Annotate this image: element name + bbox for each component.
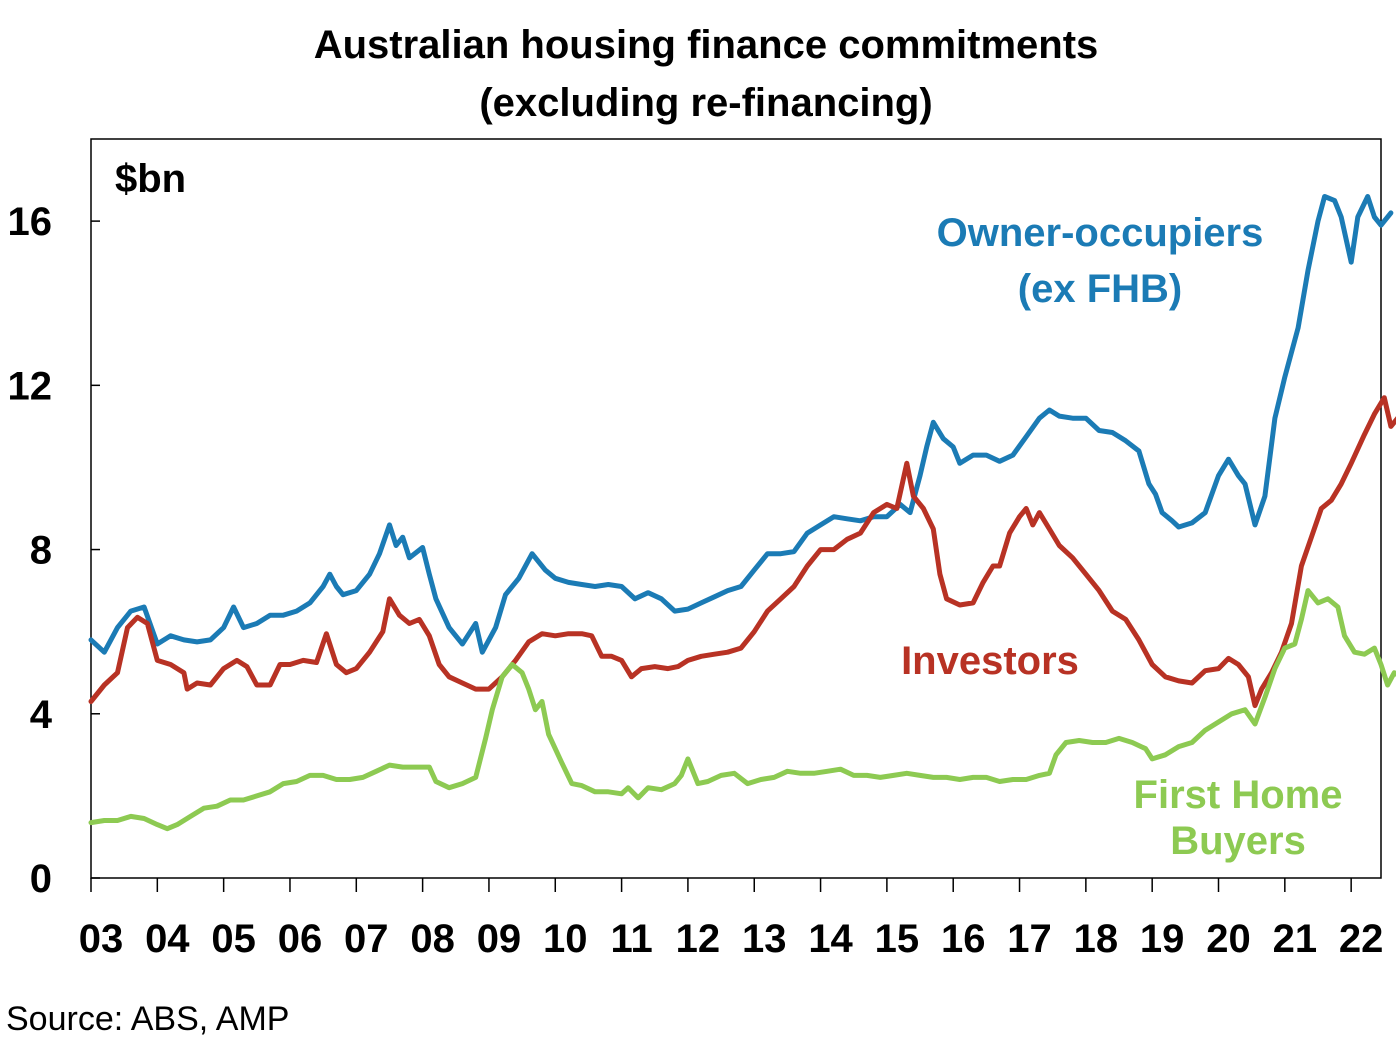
series-line-investors: [88, 395, 1396, 709]
series-label-owner-occupiers-line-1: Owner-occupiers: [937, 211, 1264, 255]
series-label-owner-occupiers: Owner-occupiers (ex FHB): [937, 211, 1264, 311]
x-tick-label: 12: [676, 917, 721, 961]
series-label-first-home-buyers-line-1: First Home: [1134, 773, 1343, 817]
source-note: Source: ABS, AMP: [6, 1000, 289, 1038]
x-tick-label: 06: [278, 917, 323, 961]
x-tick-label: 09: [477, 917, 522, 961]
y-tick-label: 4: [30, 693, 53, 737]
x-tick-label: 11: [610, 917, 652, 961]
x-tick-label: 13: [742, 917, 787, 961]
series-lines: [88, 194, 1396, 832]
x-tick-label: 19: [1140, 917, 1185, 961]
y-axis: 0 4 8 12 16: [8, 200, 100, 901]
y-axis-unit-label: $bn: [115, 157, 186, 201]
x-tick-label: 18: [1074, 917, 1119, 961]
series-label-first-home-buyers: First Home Buyers: [1134, 773, 1343, 863]
x-tick-label: 15: [875, 917, 920, 961]
x-tick-label: 08: [410, 917, 455, 961]
x-tick-label: 14: [808, 917, 853, 961]
y-tick-label: 0: [30, 857, 52, 901]
y-tick-label: 12: [8, 364, 53, 408]
x-tick-label: 17: [1007, 917, 1052, 961]
x-tick-label: 10: [543, 917, 588, 961]
x-tick-label: 22: [1339, 917, 1384, 961]
series-line-first-home-buyers: [88, 588, 1396, 832]
series-label-first-home-buyers-line-2: Buyers: [1170, 819, 1306, 863]
chart-title-line-2: (excluding re-financing): [479, 81, 932, 125]
x-axis: 03 04 05 06 07 08 09 10 11 12 13 14 15 16 17 18 19 20 21 22: [79, 878, 1384, 961]
x-tick-label: 21: [1273, 917, 1318, 961]
x-tick-label: 04: [145, 917, 190, 961]
y-tick-label: 8: [30, 529, 52, 573]
series-line-owner-occupiers: [88, 194, 1394, 655]
series-label-owner-occupiers-line-2: (ex FHB): [1018, 267, 1182, 311]
y-tick-label: 16: [8, 200, 53, 244]
series-label-investors: Investors: [901, 639, 1079, 683]
x-tick-label: 07: [344, 917, 389, 961]
x-tick-label: 05: [211, 917, 256, 961]
chart-title-line-1: Australian housing finance commitments: [314, 23, 1099, 67]
plot-area-frame: [90, 138, 1382, 879]
x-tick-label: 20: [1206, 917, 1251, 961]
x-tick-label: 03: [79, 917, 124, 961]
x-tick-label: 16: [941, 917, 986, 961]
